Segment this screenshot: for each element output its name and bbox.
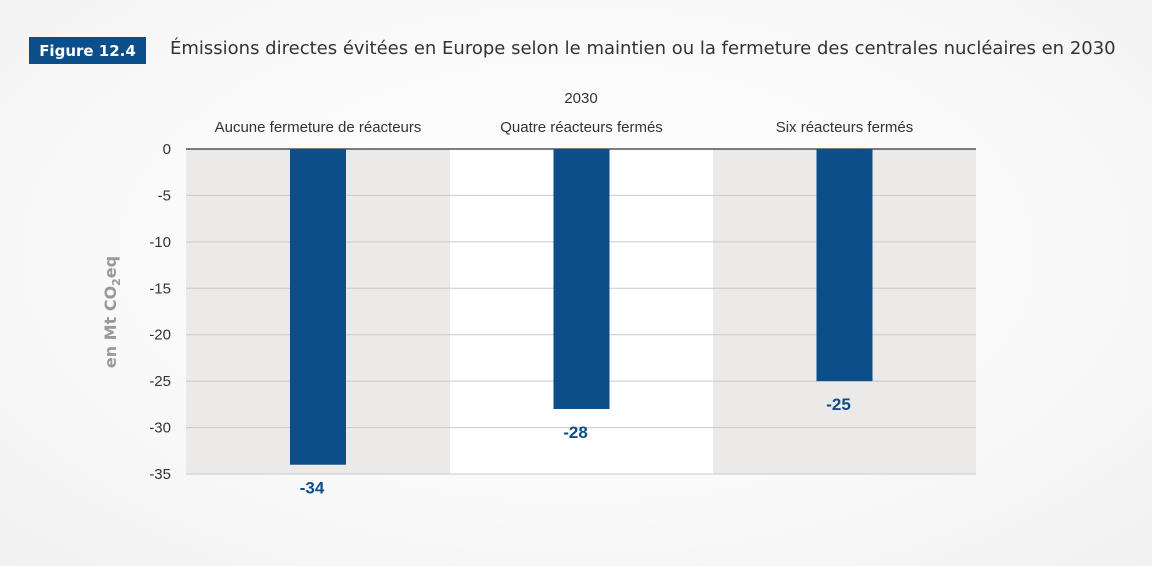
bar xyxy=(290,149,346,465)
data-label: -25 xyxy=(826,395,851,414)
y-tick-label: -10 xyxy=(149,234,171,251)
group-label: 2030 xyxy=(564,90,597,107)
y-tick-label: 0 xyxy=(163,141,171,158)
bars xyxy=(290,149,873,465)
y-tick-label: -15 xyxy=(149,280,171,297)
bar xyxy=(553,149,610,409)
figure-title: Émissions directes évitées en Europe sel… xyxy=(170,38,1116,59)
y-tick-label: -35 xyxy=(149,466,171,483)
y-axis-label: en Mt CO2eq xyxy=(101,256,123,368)
figure-number-badge: Figure 12.4 xyxy=(29,37,146,64)
y-tick-label: -5 xyxy=(158,187,171,204)
category-label: Aucune fermeture de réacteurs xyxy=(215,119,422,136)
bar xyxy=(816,149,873,382)
y-tick-label: -25 xyxy=(149,373,171,390)
y-tick-labels: 0 -5 -10 -15 -20 -25 -30 -35 xyxy=(149,141,171,483)
category-labels: Aucune fermeture de réacteurs Quatre réac… xyxy=(215,119,914,136)
data-label: -28 xyxy=(563,423,588,442)
y-tick-label: -30 xyxy=(149,420,171,437)
data-label: -34 xyxy=(300,479,325,498)
category-label: Six réacteurs fermés xyxy=(776,119,914,136)
y-tick-label: -20 xyxy=(149,327,171,344)
data-labels: -34 -28 -25 xyxy=(300,395,851,498)
category-label: Quatre réacteurs fermés xyxy=(500,119,663,136)
